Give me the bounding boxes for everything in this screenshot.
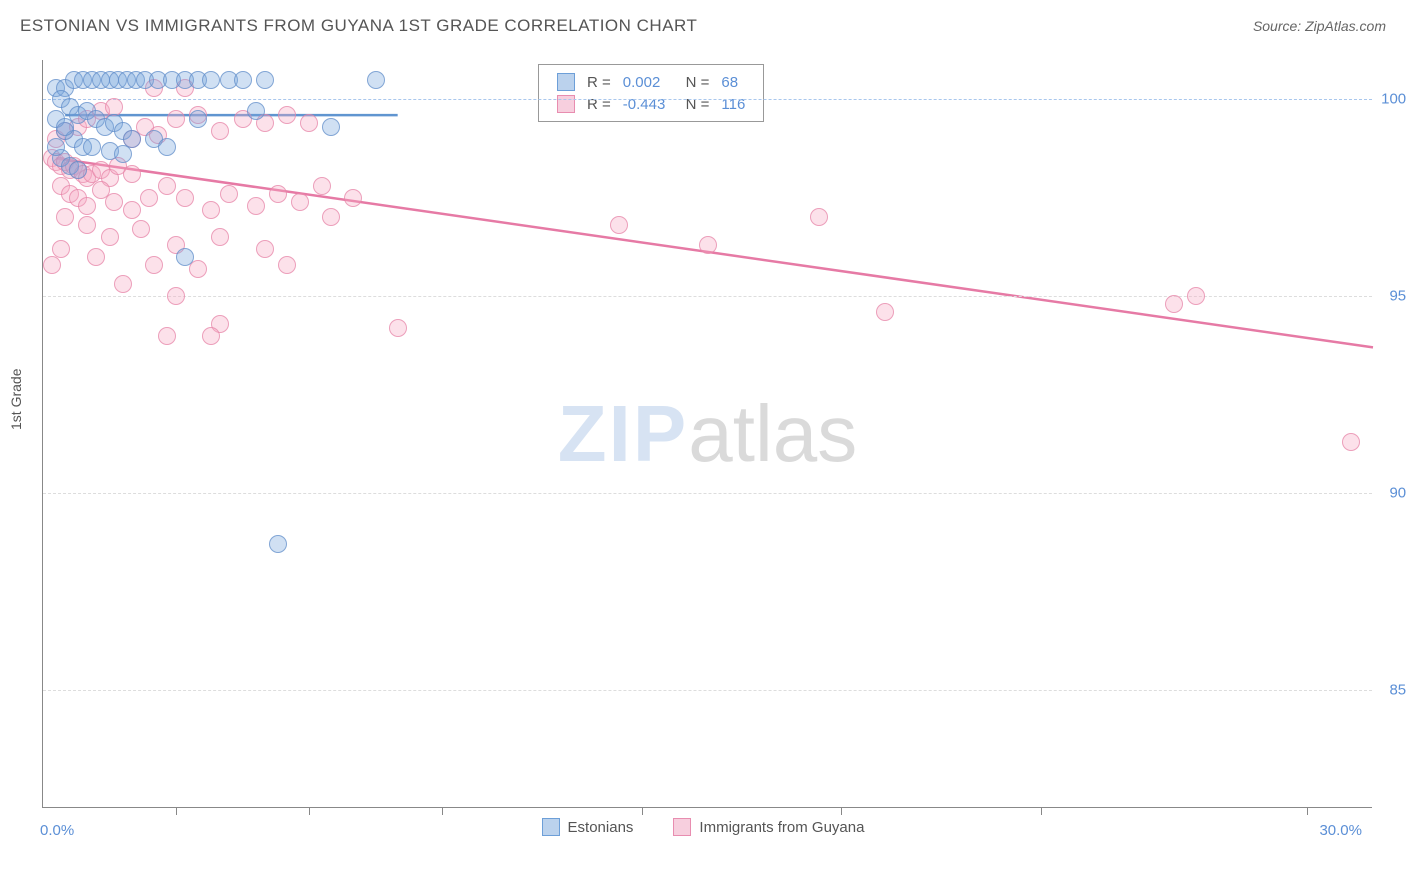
x-tick [1307, 807, 1308, 815]
stat-r-label: R = [581, 71, 617, 93]
stat-n-label: N = [671, 71, 715, 93]
data-point-pink [313, 177, 331, 195]
y-tick-label: 90.0% [1377, 485, 1406, 502]
data-point-blue [176, 248, 194, 266]
stat-r-blue: 0.002 [617, 71, 672, 93]
gridline-h [43, 99, 1372, 100]
stat-n-pink: 116 [715, 93, 751, 115]
data-point-blue [69, 161, 87, 179]
data-point-pink [56, 208, 74, 226]
data-point-pink [167, 110, 185, 128]
x-tick [1041, 807, 1042, 815]
data-point-pink [78, 197, 96, 215]
data-point-pink [123, 165, 141, 183]
swatch-pink-icon [557, 95, 575, 113]
data-point-blue [234, 71, 252, 89]
stats-row-pink: R = -0.443 N = 116 [551, 93, 751, 115]
x-tick [176, 807, 177, 815]
x-tick [642, 807, 643, 815]
data-point-pink [145, 256, 163, 274]
stats-row-blue: R = 0.002 N = 68 [551, 71, 751, 93]
data-point-pink [140, 189, 158, 207]
data-point-pink [247, 197, 265, 215]
data-point-blue [47, 138, 65, 156]
data-point-pink [114, 275, 132, 293]
data-point-blue [202, 71, 220, 89]
legend-item-blue: Estonians [542, 818, 634, 836]
swatch-pink-icon [673, 818, 691, 836]
x-tick [309, 807, 310, 815]
data-point-pink [158, 327, 176, 345]
data-point-pink [43, 256, 61, 274]
data-point-pink [291, 193, 309, 211]
bottom-legend: Estonians Immigrants from Guyana [0, 818, 1406, 836]
stat-r-label: R = [581, 93, 617, 115]
data-point-pink [278, 256, 296, 274]
data-point-pink [132, 220, 150, 238]
watermark-light: atlas [688, 389, 857, 478]
data-point-blue [367, 71, 385, 89]
x-tick [442, 807, 443, 815]
watermark-bold: ZIP [558, 389, 688, 478]
data-point-pink [78, 216, 96, 234]
data-point-pink [211, 122, 229, 140]
y-tick-label: 95.0% [1377, 288, 1406, 305]
data-point-pink [389, 319, 407, 337]
data-point-pink [322, 208, 340, 226]
data-point-pink [1187, 287, 1205, 305]
data-point-pink [202, 201, 220, 219]
data-point-blue [114, 145, 132, 163]
swatch-blue-icon [542, 818, 560, 836]
x-tick [841, 807, 842, 815]
data-point-pink [87, 248, 105, 266]
data-point-blue [56, 118, 74, 136]
source-label: Source: ZipAtlas.com [1253, 18, 1386, 34]
legend-label-pink: Immigrants from Guyana [699, 819, 864, 836]
stats-legend-box: R = 0.002 N = 68 R = -0.443 N = 116 [538, 64, 764, 122]
y-tick-label: 100.0% [1377, 91, 1406, 108]
data-point-pink [278, 106, 296, 124]
data-point-pink [610, 216, 628, 234]
data-point-pink [256, 240, 274, 258]
data-point-pink [167, 287, 185, 305]
data-point-pink [269, 185, 287, 203]
legend-item-pink: Immigrants from Guyana [673, 818, 864, 836]
data-point-blue [256, 71, 274, 89]
stat-r-pink: -0.443 [617, 93, 672, 115]
watermark: ZIPatlas [558, 388, 857, 480]
stat-n-label: N = [671, 93, 715, 115]
data-point-pink [211, 228, 229, 246]
data-point-pink [176, 189, 194, 207]
data-point-pink [105, 193, 123, 211]
data-point-pink [123, 201, 141, 219]
legend-label-blue: Estonians [568, 819, 634, 836]
y-tick-label: 85.0% [1377, 681, 1406, 698]
data-point-pink [300, 114, 318, 132]
data-point-pink [202, 327, 220, 345]
data-point-blue [83, 138, 101, 156]
stat-n-blue: 68 [715, 71, 751, 93]
data-point-pink [810, 208, 828, 226]
data-point-pink [1165, 295, 1183, 313]
data-point-pink [1342, 433, 1360, 451]
data-point-pink [876, 303, 894, 321]
data-point-pink [101, 228, 119, 246]
data-point-blue [158, 138, 176, 156]
y-axis-label: 1st Grade [8, 369, 24, 430]
swatch-blue-icon [557, 73, 575, 91]
data-point-blue [269, 535, 287, 553]
data-point-blue [247, 102, 265, 120]
chart-title: ESTONIAN VS IMMIGRANTS FROM GUYANA 1ST G… [20, 16, 697, 36]
data-point-pink [158, 177, 176, 195]
data-point-blue [322, 118, 340, 136]
data-point-pink [344, 189, 362, 207]
plot-area: ZIPatlas R = 0.002 N = 68 R = -0.443 N =… [42, 60, 1372, 808]
data-point-pink [699, 236, 717, 254]
regression-lines [43, 60, 1373, 808]
gridline-h [43, 493, 1372, 494]
data-point-blue [189, 110, 207, 128]
gridline-h [43, 690, 1372, 691]
data-point-pink [220, 185, 238, 203]
regression-line [56, 158, 1373, 347]
